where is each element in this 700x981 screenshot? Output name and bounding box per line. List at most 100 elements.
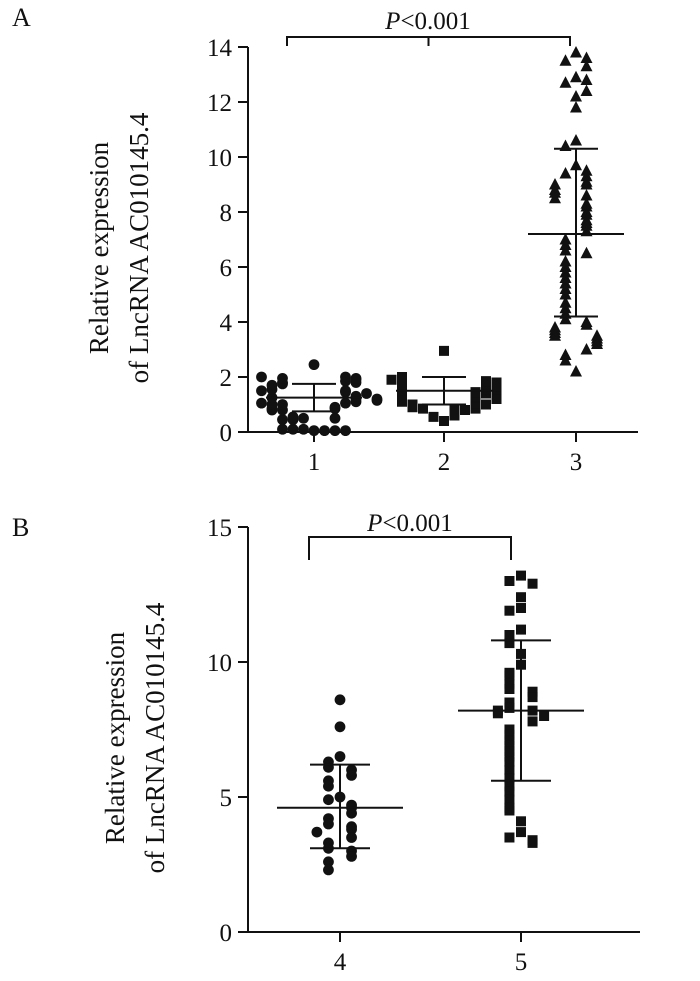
data-point — [346, 832, 357, 843]
panel-a-y-axis-title-line2: of LncRNA AC010145.4 — [124, 112, 154, 383]
x-tick-label: 3 — [570, 449, 583, 476]
data-point — [504, 786, 515, 797]
data-point — [580, 178, 593, 190]
x-tick-label: 4 — [334, 949, 347, 976]
data-point — [504, 697, 515, 708]
data-point — [516, 570, 526, 581]
data-point — [386, 374, 397, 385]
data-point — [298, 423, 309, 435]
data-point — [397, 380, 407, 391]
panel-b-y-axis-title-line2: of LncRNA AC010145.4 — [140, 602, 170, 873]
data-point — [559, 54, 572, 66]
data-point — [287, 411, 299, 423]
y-tick-label: 6 — [220, 255, 233, 282]
data-point — [527, 716, 538, 727]
data-point — [323, 818, 334, 830]
data-point — [492, 708, 503, 719]
y-tick-label: 5 — [220, 785, 233, 812]
data-point — [516, 592, 526, 603]
data-point — [504, 781, 515, 792]
data-point — [516, 624, 526, 635]
data-point — [580, 343, 593, 355]
data-point — [418, 403, 428, 414]
data-point — [460, 405, 470, 415]
data-point — [329, 425, 341, 437]
y-tick-label: 2 — [220, 365, 233, 392]
data-point — [504, 794, 515, 805]
data-point — [580, 59, 593, 72]
data-point — [323, 780, 334, 792]
data-point — [504, 684, 515, 694]
panel-a-p-symbol: P — [384, 8, 400, 35]
data-point — [449, 410, 460, 421]
data-point — [516, 603, 526, 613]
y-tick-label: 4 — [220, 310, 233, 337]
data-point — [504, 605, 515, 616]
data-point — [504, 832, 515, 843]
panel-b-y-axis-title-line1: Relative expression — [100, 631, 130, 844]
data-point — [516, 827, 526, 838]
data-point — [504, 773, 515, 784]
data-point — [340, 385, 351, 397]
data-point — [481, 376, 491, 387]
data-point — [319, 425, 330, 437]
data-point — [323, 794, 334, 806]
data-point — [361, 388, 372, 399]
panel-b-error-bars — [277, 639, 584, 850]
data-point — [323, 856, 334, 868]
data-point — [504, 805, 515, 816]
data-point — [397, 394, 407, 404]
data-point — [277, 423, 288, 435]
panel-a-chart: A Relative expression of LncRNA AC010145… — [12, 3, 638, 476]
data-point — [559, 244, 572, 256]
data-point — [350, 372, 362, 384]
data-point — [277, 399, 288, 410]
panel-b-significance: P<0.001 — [308, 510, 512, 560]
data-point — [504, 576, 515, 586]
y-tick-label: 8 — [220, 200, 233, 227]
data-point — [549, 329, 561, 341]
data-point — [346, 770, 357, 781]
data-point — [559, 312, 572, 325]
y-tick-label: 0 — [220, 920, 233, 947]
y-tick-label: 12 — [207, 90, 232, 117]
data-point — [504, 746, 515, 757]
data-point — [559, 167, 572, 179]
data-point — [470, 387, 481, 398]
data-point — [580, 51, 593, 63]
data-point — [580, 246, 593, 259]
data-point — [428, 411, 439, 422]
data-point — [329, 401, 341, 413]
data-point — [527, 692, 538, 703]
data-point — [350, 390, 362, 402]
data-point — [539, 711, 550, 721]
panel-b-p-threshold: <0.001 — [382, 510, 452, 537]
data-point — [323, 864, 334, 876]
data-point — [334, 721, 346, 733]
data-point — [504, 638, 515, 649]
data-point — [256, 397, 267, 409]
data-point — [504, 670, 515, 681]
data-point — [580, 73, 593, 85]
data-point — [287, 423, 299, 435]
data-point — [570, 134, 582, 146]
data-point — [559, 354, 572, 366]
data-point — [311, 826, 323, 838]
data-point — [481, 384, 491, 395]
data-point — [527, 837, 538, 848]
data-point — [570, 70, 582, 83]
y-tick-label: 0 — [220, 420, 233, 447]
data-point — [334, 694, 346, 706]
panel-a-label: A — [12, 3, 31, 32]
data-point — [397, 372, 407, 382]
y-tick-label: 10 — [207, 650, 232, 677]
panel-a-error-bars — [266, 147, 624, 413]
data-point — [470, 398, 481, 409]
data-point — [346, 824, 357, 835]
data-point — [439, 416, 449, 426]
data-point — [481, 399, 491, 410]
data-point — [504, 740, 515, 751]
data-point — [470, 403, 481, 414]
y-tick-label: 15 — [207, 515, 232, 542]
